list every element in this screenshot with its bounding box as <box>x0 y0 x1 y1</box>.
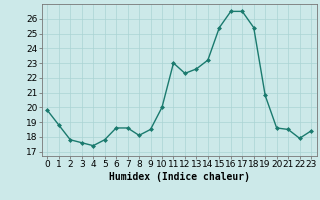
X-axis label: Humidex (Indice chaleur): Humidex (Indice chaleur) <box>109 172 250 182</box>
